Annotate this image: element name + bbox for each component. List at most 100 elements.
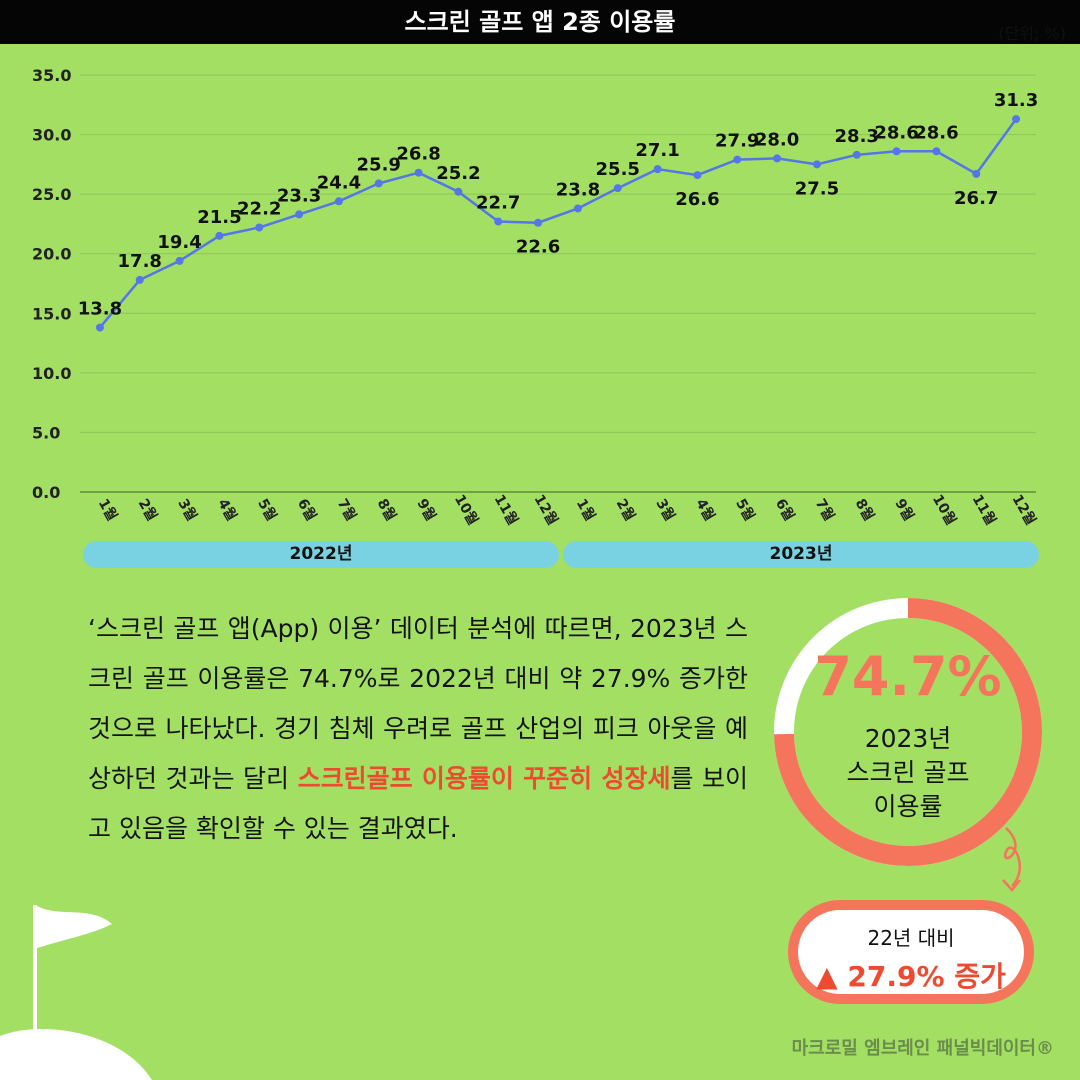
data-label: 27.1 xyxy=(635,140,679,161)
x-tick-label: 4월 xyxy=(692,496,718,524)
y-tick-label: 35.0 xyxy=(32,66,71,85)
data-point xyxy=(733,155,742,164)
donut-label: 2023년 스크린 골프 이용률 xyxy=(766,722,1050,824)
x-tick-label: 12월 xyxy=(1009,491,1040,528)
x-tick-label: 1월 xyxy=(573,496,599,524)
usage-donut xyxy=(774,598,1042,866)
year-group-2022: 2022년 xyxy=(83,541,559,568)
data-point xyxy=(852,150,861,159)
y-tick-label: 30.0 xyxy=(32,126,71,145)
data-label: 28.6 xyxy=(874,122,918,143)
chart-title: 스크린 골프 앱 2종 이용률 xyxy=(0,0,1080,44)
data-label: 25.9 xyxy=(357,154,401,175)
data-point xyxy=(812,160,821,169)
data-point xyxy=(653,165,662,174)
data-label: 26.7 xyxy=(954,188,998,209)
donut-percent: 74.7% xyxy=(814,645,1002,708)
data-point xyxy=(334,197,343,206)
line-chart: 0.0 5.0 10.0 15.0 20.0 25.0 30.0 35.0 13.8 17.819… xyxy=(32,66,1040,528)
comparison-label: 22년 대비 xyxy=(867,926,955,950)
data-point xyxy=(255,223,264,232)
data-point xyxy=(1012,115,1021,124)
data-label: 25.5 xyxy=(596,159,640,180)
data-point xyxy=(374,179,383,188)
data-label: 22.6 xyxy=(516,237,560,258)
data-point xyxy=(95,323,104,332)
data-point xyxy=(215,231,224,240)
x-tick-label: 12월 xyxy=(531,491,562,528)
data-point xyxy=(175,256,184,265)
data-point xyxy=(534,218,543,227)
data-label: 28.0 xyxy=(755,129,799,150)
data-label: 23.3 xyxy=(277,185,321,206)
data-label: 13.8 xyxy=(78,299,122,320)
description-text: ‘스크린 골프 앱(App) 이용’ 데이터 분석에 따르면, 2023년 스크… xyxy=(88,614,748,793)
description-highlight: 스크린골프 이용률이 꾸준히 성장세 xyxy=(297,764,671,793)
data-point xyxy=(295,210,304,219)
x-tick-label: 6월 xyxy=(772,496,798,524)
unit-label: (단위; %) xyxy=(998,24,1066,43)
description-text-end: 를 보이고 있음을 확인할 수 있는 결과였다. xyxy=(88,764,748,843)
data-point xyxy=(573,204,582,213)
x-tick-label: 3월 xyxy=(174,496,200,524)
data-point xyxy=(972,169,981,178)
x-tick-label: 2월 xyxy=(613,496,639,524)
data-label: 19.4 xyxy=(157,232,201,253)
data-label: 23.8 xyxy=(556,179,600,200)
data-label: 27.5 xyxy=(795,178,839,199)
donut-label-subject: 스크린 골프 xyxy=(846,758,970,787)
x-tick-label: 11월 xyxy=(491,491,522,528)
y-tick-label: 25.0 xyxy=(32,185,71,204)
donut-arc xyxy=(774,598,1042,866)
donut-label-metric: 이용률 xyxy=(873,792,943,821)
x-tick-label: 8월 xyxy=(852,496,878,524)
data-label: 26.8 xyxy=(396,144,440,165)
x-tick-label: 11월 xyxy=(969,491,1000,528)
x-tick-label: 9월 xyxy=(891,496,917,524)
x-tick-label: 1월 xyxy=(95,496,121,524)
data-label: 24.4 xyxy=(317,172,361,193)
x-tick-label: 6월 xyxy=(294,496,320,524)
data-label: 17.8 xyxy=(118,251,162,272)
comparison-value: ▲ 27.9% 증가 xyxy=(816,960,1006,993)
x-tick-label: 4월 xyxy=(214,496,240,524)
y-tick-label: 10.0 xyxy=(32,364,71,383)
x-tick-label: 10월 xyxy=(451,491,482,528)
x-tick-label: 8월 xyxy=(374,496,400,524)
data-label: 27.9 xyxy=(715,131,759,152)
x-tick-label: 5월 xyxy=(732,496,758,524)
data-point xyxy=(932,147,941,156)
data-point xyxy=(494,217,503,226)
x-tick-label: 7월 xyxy=(334,496,360,524)
data-point xyxy=(892,147,901,156)
data-point xyxy=(613,184,622,193)
data-label: 22.7 xyxy=(476,193,520,214)
x-tick-label: 5월 xyxy=(254,496,280,524)
series-line xyxy=(98,118,1018,329)
data-label: 28.6 xyxy=(914,122,958,143)
y-tick-label: 15.0 xyxy=(32,304,71,323)
data-label: 26.6 xyxy=(675,189,719,210)
y-tick-label: 0.0 xyxy=(32,483,60,502)
year-group-2023: 2023년 xyxy=(563,541,1039,568)
data-label: 28.3 xyxy=(835,126,879,147)
data-point xyxy=(693,171,702,180)
x-tick-label: 3월 xyxy=(652,496,678,524)
data-point xyxy=(773,154,782,163)
x-tick-label: 9월 xyxy=(413,496,439,524)
data-label: 31.3 xyxy=(994,90,1038,111)
data-point xyxy=(414,168,423,177)
data-label: 22.2 xyxy=(237,199,281,220)
data-point xyxy=(135,275,144,284)
data-label: 21.5 xyxy=(197,207,241,228)
x-tick-label: 7월 xyxy=(812,496,838,524)
x-tick-label: 2월 xyxy=(135,496,161,524)
donut-label-year: 2023년 xyxy=(864,724,952,753)
data-label: 25.2 xyxy=(436,163,480,184)
y-tick-label: 5.0 xyxy=(32,423,60,442)
comparison-badge: 22년 대비 ▲ 27.9% 증가 xyxy=(788,900,1034,1004)
x-tick-label: 10월 xyxy=(929,491,960,528)
description-paragraph: ‘스크린 골프 앱(App) 이용’ 데이터 분석에 따르면, 2023년 스크… xyxy=(88,604,748,854)
data-point xyxy=(454,187,463,196)
source-credit: 마크로밀 엠브레인 패널빅데이터® xyxy=(791,1038,1054,1059)
